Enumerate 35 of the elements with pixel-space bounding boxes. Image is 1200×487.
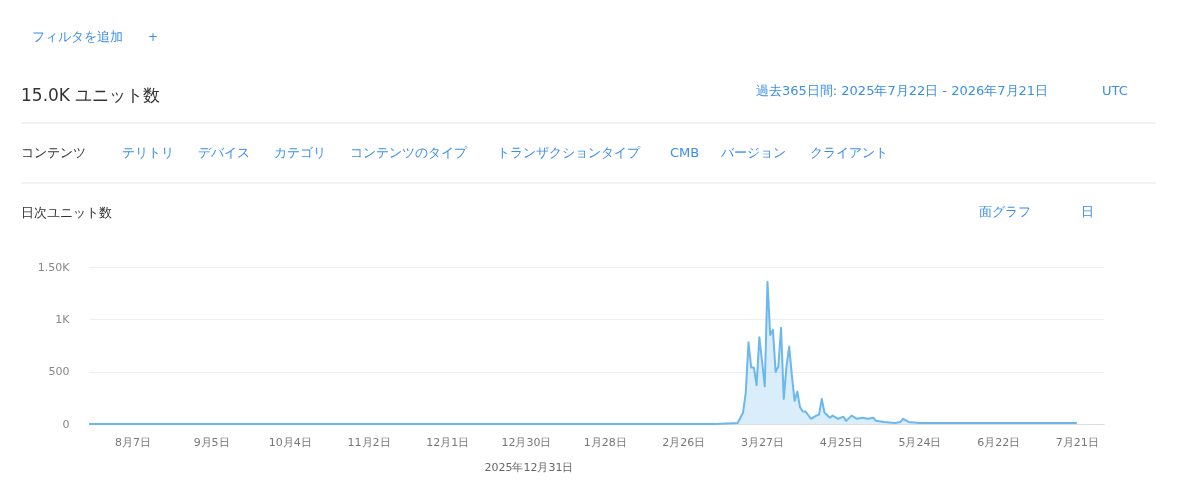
x-tick-label: 6月22日 — [977, 435, 1021, 449]
text: 過去365日間: 2025年7月22日 - 2026年7月21日 — [756, 83, 1049, 98]
text: カテゴリ — [274, 145, 326, 160]
x-tick-label: 12月1日 — [426, 435, 470, 449]
x-tick-label: 2月26日 — [662, 435, 706, 449]
y-tick-label: 1.50K — [37, 260, 71, 274]
text: UTC — [1102, 83, 1128, 98]
y-tick-label: 0 — [62, 417, 70, 431]
text: 日 — [1081, 204, 1094, 219]
text: テリトリ — [122, 145, 174, 160]
x-tick-label: 3月27日 — [741, 435, 785, 449]
text: CMB — [670, 145, 700, 160]
text: フィルタを追加 — [32, 29, 123, 44]
text: コンテンツのタイプ — [350, 145, 468, 160]
x-tick-label: 8月7日 — [114, 435, 151, 449]
text: クライアント — [810, 145, 888, 160]
chart-subtitle: 15.0K ユニット数 — [21, 85, 161, 105]
x-tick-label: 12月30日 — [501, 435, 552, 449]
chart-title: 日次ユニット数 — [21, 205, 112, 220]
text: コンテンツ — [21, 145, 86, 160]
text: 2025年12月31日 — [484, 461, 574, 474]
x-tick-label: 7月21日 — [1055, 435, 1099, 449]
x-tick-label: 11月2日 — [347, 435, 391, 449]
x-tick-label: 10月4日 — [268, 435, 312, 449]
text: トランザクションタイプ — [497, 145, 641, 160]
x-tick-label: 9月5日 — [193, 435, 230, 449]
text: バージョン — [720, 145, 786, 160]
text: デバイス — [198, 145, 250, 160]
y-tick-label: 1K — [55, 312, 71, 326]
x-tick-label: 5月24日 — [898, 435, 942, 449]
text: + — [148, 30, 159, 44]
x-tick-label: 4月25日 — [819, 435, 863, 449]
text: 面グラフ — [979, 204, 1031, 219]
y-tick-label: 500 — [48, 365, 70, 379]
x-tick-label: 1月28日 — [583, 435, 627, 449]
